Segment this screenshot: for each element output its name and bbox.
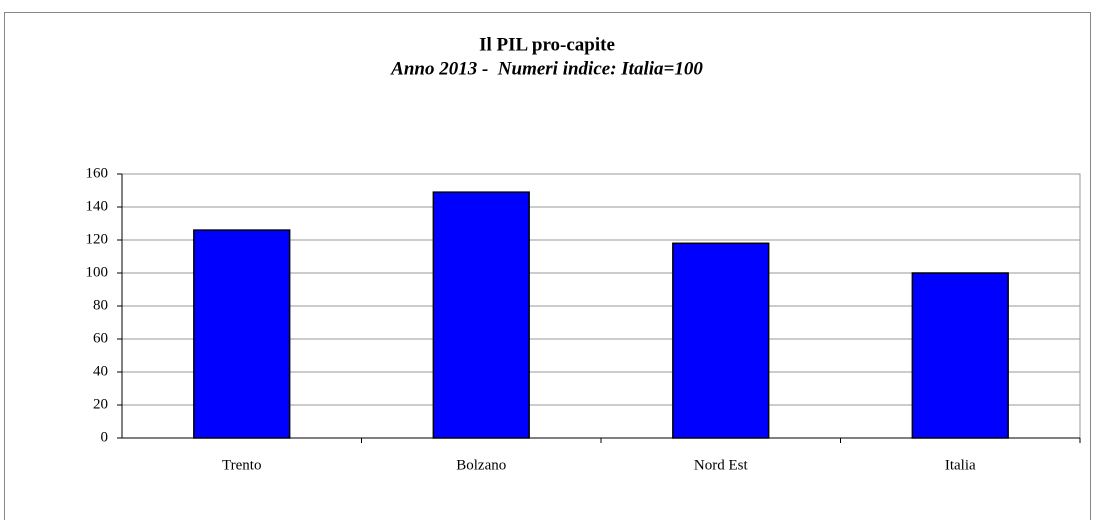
y-tick-label: 120 bbox=[86, 231, 109, 247]
y-tick-label: 40 bbox=[93, 363, 108, 379]
x-tick-label: Nord Est bbox=[694, 457, 749, 473]
y-tick-label: 140 bbox=[86, 198, 109, 214]
y-tick-label: 20 bbox=[93, 396, 108, 412]
y-tick-label: 60 bbox=[93, 330, 108, 346]
y-tick-label: 160 bbox=[86, 165, 109, 181]
y-tick-label: 0 bbox=[101, 429, 109, 445]
x-tick-label: Trento bbox=[222, 457, 261, 473]
x-tick-label: Italia bbox=[945, 457, 976, 473]
bar bbox=[432, 191, 530, 439]
chart-subtitle: Anno 2013 - Numeri indice: Italia=100 bbox=[390, 58, 703, 79]
x-tick-label: Bolzano bbox=[456, 457, 506, 473]
y-tick-label: 100 bbox=[86, 264, 109, 280]
bar bbox=[672, 242, 770, 439]
bar bbox=[911, 272, 1009, 439]
chart-title: Il PIL pro-capite bbox=[479, 34, 615, 55]
y-tick-label: 80 bbox=[93, 297, 108, 313]
bar bbox=[193, 229, 291, 439]
